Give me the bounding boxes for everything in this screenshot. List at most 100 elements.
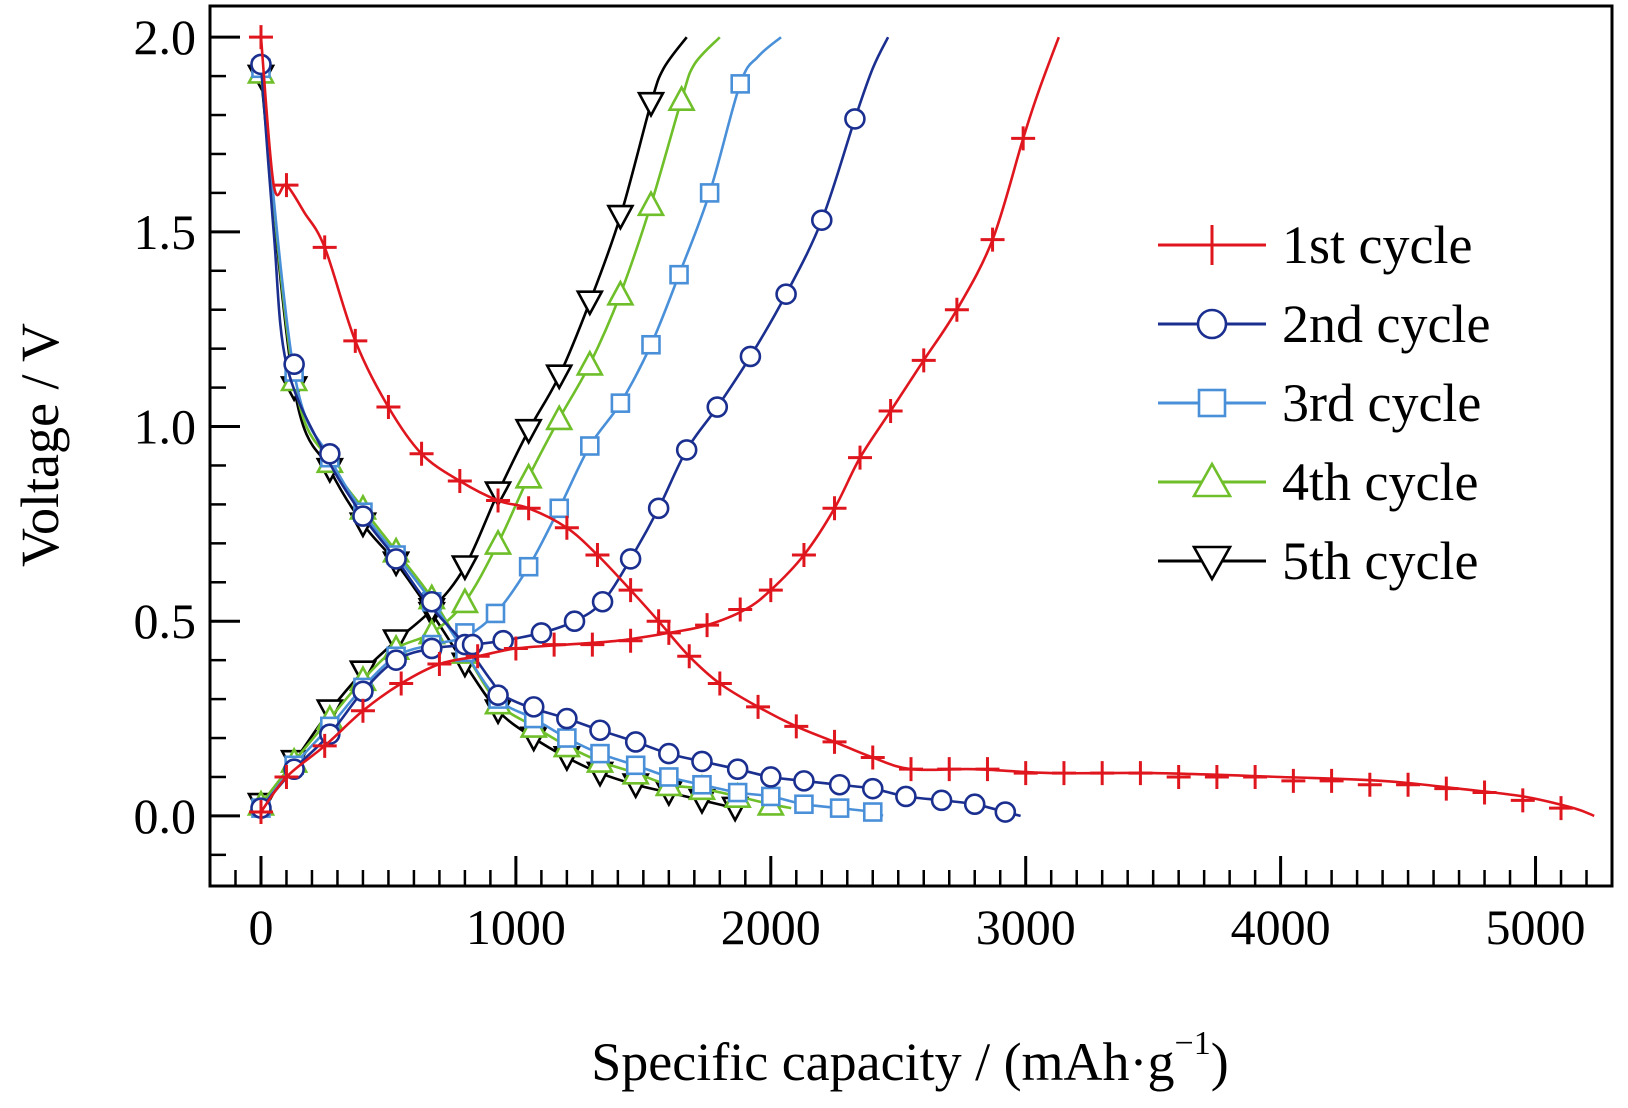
data-point-3rd-cycle bbox=[829, 798, 850, 818]
data-point-2nd-cycle bbox=[844, 108, 866, 130]
data-point-1st-cycle bbox=[656, 620, 681, 645]
data-point-1st-cycle bbox=[1396, 772, 1421, 797]
data-point-1st-cycle bbox=[427, 652, 452, 677]
major-ticks bbox=[210, 35, 1538, 886]
data-point-2nd-cycle bbox=[530, 622, 553, 644]
data-point-1st-cycle bbox=[1549, 796, 1574, 821]
legend-marker-1st-cycle bbox=[1194, 225, 1230, 265]
data-point-3rd-cycle bbox=[760, 786, 781, 807]
data-point-5th-cycle bbox=[636, 91, 666, 119]
data-point-1st-cycle bbox=[677, 644, 702, 669]
data-point-1st-cycle bbox=[1011, 126, 1036, 151]
data-point-3rd-cycle bbox=[692, 774, 712, 795]
data-point-3rd-cycle bbox=[730, 74, 751, 94]
data-point-4th-cycle bbox=[545, 404, 574, 431]
data-point-2nd-cycle bbox=[591, 590, 614, 613]
data-point-2nd-cycle bbox=[994, 801, 1017, 823]
data-point-1st-cycle bbox=[1281, 768, 1306, 793]
series-line-2nd-cycle-discharge bbox=[259, 64, 1021, 818]
legend-label-5th-cycle: 5th cycle bbox=[1282, 531, 1478, 591]
data-point-1st-cycle bbox=[911, 348, 936, 373]
data-point-1st-cycle bbox=[1434, 776, 1459, 801]
data-point-1st-cycle bbox=[274, 764, 299, 789]
data-point-1st-cycle bbox=[1166, 764, 1191, 789]
data-point-2nd-cycle bbox=[647, 497, 670, 520]
data-point-1st-cycle bbox=[944, 297, 969, 322]
data-point-3rd-cycle bbox=[727, 782, 748, 803]
data-point-1st-cycle bbox=[860, 745, 885, 770]
data-point-2nd-cycle bbox=[319, 442, 341, 465]
data-point-2nd-cycle bbox=[352, 505, 374, 527]
data-point-2nd-cycle bbox=[810, 209, 833, 231]
legend-label-4th-cycle: 4th cycle bbox=[1282, 452, 1478, 512]
y-tick-label: 2.0 bbox=[134, 9, 197, 65]
data-point-2nd-cycle bbox=[250, 53, 272, 76]
data-point-1st-cycle bbox=[707, 671, 732, 696]
data-point-4th-cycle bbox=[514, 462, 543, 489]
data-point-1st-cycle bbox=[1510, 788, 1535, 813]
data-point-1st-cycle bbox=[1472, 780, 1497, 805]
data-point-2nd-cycle bbox=[861, 777, 884, 800]
data-point-1st-cycle bbox=[975, 757, 1000, 782]
data-point-1st-cycle bbox=[343, 328, 368, 353]
data-point-2nd-cycle bbox=[726, 758, 749, 780]
y-tick-label: 0.5 bbox=[134, 593, 197, 649]
series-line-5th-cycle-charge bbox=[259, 36, 688, 805]
legend-marker-3rd-cycle bbox=[1197, 388, 1227, 418]
legend-marker-4th-cycle bbox=[1191, 461, 1233, 498]
data-point-1st-cycle bbox=[554, 515, 579, 540]
data-point-5th-cycle bbox=[545, 364, 574, 391]
data-point-1st-cycle bbox=[695, 613, 720, 638]
data-point-1st-cycle bbox=[376, 395, 401, 420]
data-point-2nd-cycle bbox=[658, 742, 680, 765]
data-point-4th-cycle bbox=[667, 84, 696, 111]
data-point-2nd-cycle bbox=[385, 548, 407, 570]
data-point-2nd-cycle bbox=[522, 696, 545, 718]
data-point-1st-cycle bbox=[758, 578, 783, 603]
data-point-1st-cycle bbox=[1204, 764, 1229, 789]
data-point-5th-cycle bbox=[575, 290, 604, 317]
y-tick-label: 0.0 bbox=[134, 788, 197, 844]
data-point-1st-cycle bbox=[248, 800, 273, 825]
data-point-1st-cycle bbox=[248, 25, 273, 50]
legend-label-3rd-cycle: 3rd cycle bbox=[1282, 373, 1481, 433]
data-point-3rd-cycle bbox=[590, 743, 610, 764]
data-point-1st-cycle bbox=[580, 632, 605, 657]
series-line-1st-cycle-charge bbox=[259, 36, 1061, 813]
data-point-3rd-cycle bbox=[557, 728, 577, 748]
data-point-2nd-cycle bbox=[352, 680, 374, 703]
legend-label-2nd-cycle: 2nd cycle bbox=[1282, 294, 1490, 354]
data-point-1st-cycle bbox=[486, 488, 511, 513]
legend-marker-2nd-cycle bbox=[1196, 308, 1228, 340]
legend-entry-3rd-cycle: 3rd cycle bbox=[1158, 373, 1481, 433]
y-tick-label: 1.5 bbox=[134, 204, 197, 260]
data-point-2nd-cycle bbox=[691, 750, 713, 773]
series-line-1st-cycle-discharge bbox=[259, 37, 1595, 818]
data-point-2nd-cycle bbox=[895, 785, 917, 808]
data-point-1st-cycle bbox=[1013, 761, 1038, 786]
data-point-2nd-cycle bbox=[487, 684, 509, 707]
data-point-1st-cycle bbox=[1357, 772, 1382, 797]
data-point-3rd-cycle bbox=[518, 556, 539, 577]
data-point-1st-cycle bbox=[516, 496, 541, 521]
data-point-2nd-cycle bbox=[589, 719, 611, 742]
data-point-2nd-cycle bbox=[385, 649, 407, 671]
data-point-2nd-cycle bbox=[556, 707, 578, 730]
data-point-2nd-cycle bbox=[759, 766, 782, 788]
data-point-1st-cycle bbox=[1051, 761, 1076, 786]
data-point-3rd-cycle bbox=[641, 334, 661, 355]
data-point-3rd-cycle bbox=[625, 755, 646, 776]
tick-labels: 0 1000 2000 3000 4000 5000 0.0 0.5 1.0 1.5 2.0 bbox=[134, 9, 1586, 955]
data-point-1st-cycle bbox=[618, 578, 643, 603]
data-point-1st-cycle bbox=[503, 636, 528, 661]
data-point-1st-cycle bbox=[878, 398, 903, 423]
data-point-1st-cycle bbox=[585, 543, 610, 568]
data-point-4th-cycle bbox=[483, 528, 513, 555]
data-point-1st-cycle bbox=[447, 469, 472, 494]
series-layer bbox=[246, 25, 1595, 825]
x-axis-title-close: ) bbox=[1211, 1032, 1229, 1092]
x-axis-title-main: Specific capacity / (mAh·g bbox=[591, 1032, 1174, 1092]
data-point-2nd-cycle bbox=[563, 610, 586, 633]
legend-entry-1st-cycle: 1st cycle bbox=[1158, 215, 1472, 275]
data-point-2nd-cycle bbox=[706, 396, 729, 418]
